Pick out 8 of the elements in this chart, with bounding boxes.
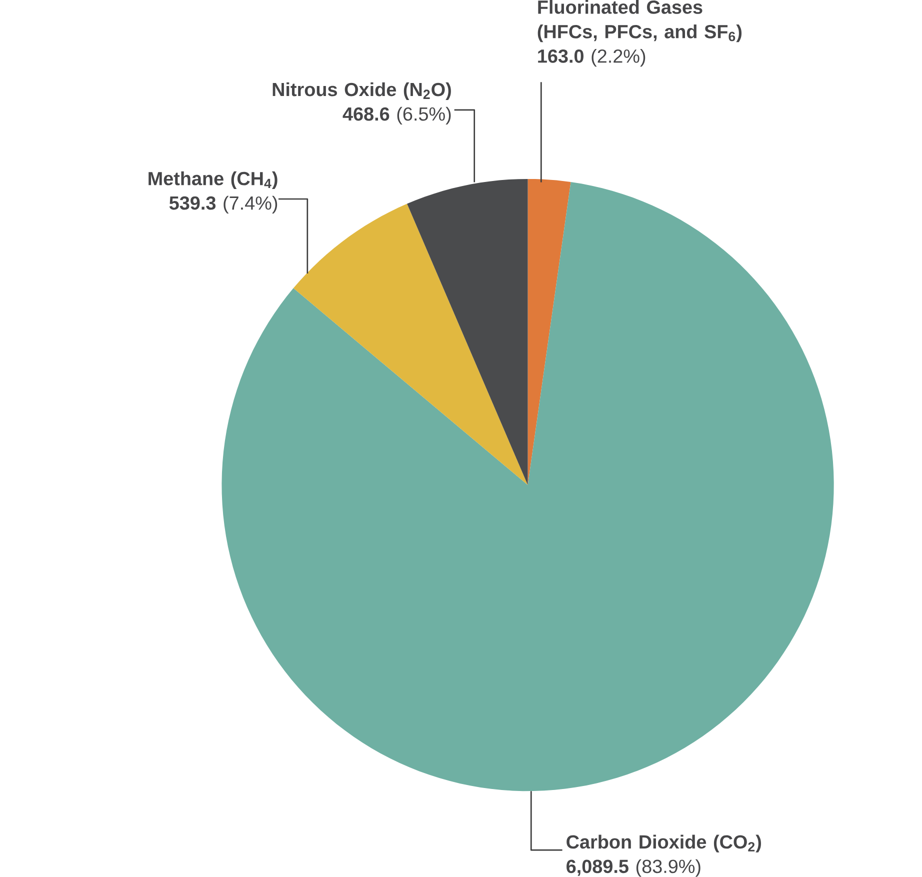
slice-label: Fluorinated Gases (HFCs, PFCs, and SF$_{6}$) (538, 0, 742, 42)
slice-label: Carbon Dioxide (CO$_{2}$) (566, 834, 761, 852)
data-label: 539.3 (7.4%) (169, 196, 278, 214)
data-label: 6,089.5 (83.9%) (566, 859, 700, 877)
data-label: 163.0 (2.2%) (538, 49, 646, 67)
slice-label: Nitrous Oxide (N$_{2}$O) (272, 82, 451, 100)
slice-label: Methane (CH$_{4}$) (148, 171, 278, 190)
data-label: 468.6 (6.5%) (342, 106, 451, 125)
